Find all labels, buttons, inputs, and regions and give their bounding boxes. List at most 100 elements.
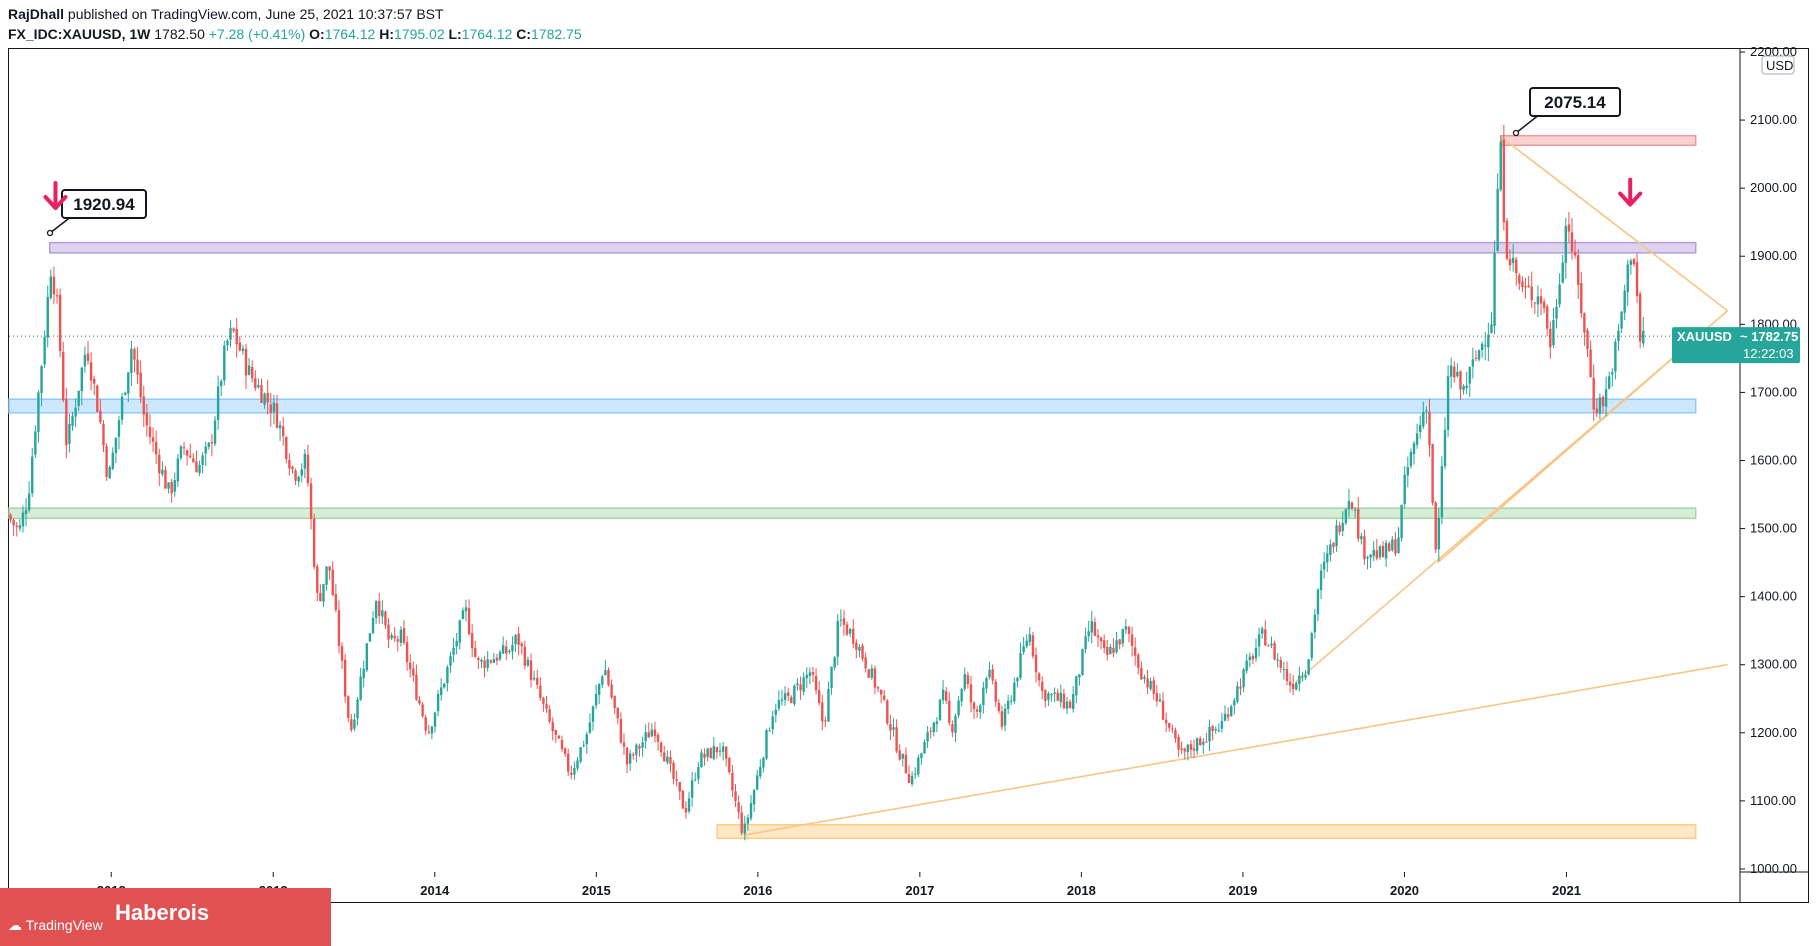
candle-body <box>182 447 186 449</box>
candle-body <box>136 359 139 375</box>
candle <box>731 764 734 797</box>
candle <box>1137 652 1140 675</box>
candle <box>718 742 722 757</box>
candle-body <box>932 722 935 733</box>
candle-body <box>353 719 356 729</box>
candle-body <box>396 639 400 642</box>
candle <box>294 468 297 486</box>
candle-body <box>557 735 561 739</box>
candle <box>901 753 905 767</box>
candle-body <box>216 386 220 421</box>
candle <box>932 721 935 737</box>
candle <box>505 640 508 661</box>
candle-body <box>1350 502 1354 509</box>
candle-body <box>319 592 322 601</box>
candle-body <box>1115 640 1118 653</box>
candle-body <box>1025 640 1028 647</box>
last-price-value: ~ 1782.75 <box>1740 329 1798 344</box>
candle-body <box>526 659 530 666</box>
candle-body <box>1106 647 1109 655</box>
candle <box>266 379 269 415</box>
candle-body <box>99 410 102 423</box>
candle-body <box>179 446 183 459</box>
candle <box>1112 638 1115 658</box>
candle-body <box>647 732 650 738</box>
last-price: 1782.50 <box>154 26 205 42</box>
candle <box>461 607 465 620</box>
candle-body <box>1480 343 1484 351</box>
candle-body <box>796 683 799 686</box>
candle <box>1338 521 1341 536</box>
candle-body <box>1635 262 1639 297</box>
candle-body <box>997 702 1001 712</box>
open-label: O: <box>309 26 325 42</box>
candle <box>1208 719 1211 752</box>
candle-body <box>672 762 675 779</box>
candle-body <box>715 746 719 753</box>
candle-body <box>1332 542 1335 548</box>
candle <box>563 747 567 758</box>
candle-body <box>814 676 818 691</box>
candle-body <box>830 666 833 689</box>
candle <box>1316 588 1320 622</box>
candle-body <box>27 493 31 511</box>
candle <box>238 336 242 352</box>
candle <box>957 696 960 718</box>
candle-body <box>709 748 712 759</box>
ohlc-line: FX_IDC:XAUUSD, 1W 1782.50 +7.28 (+0.41%)… <box>8 26 582 42</box>
candle-body <box>926 732 929 742</box>
candle-body <box>1295 682 1298 690</box>
candle-body <box>1075 676 1078 696</box>
candle <box>954 713 957 743</box>
candle-body <box>517 633 520 645</box>
candle <box>275 394 279 429</box>
candle-body <box>982 687 985 706</box>
candle-body <box>1484 345 1487 347</box>
candle <box>848 627 852 637</box>
candle <box>1607 371 1611 390</box>
author-name[interactable]: RajDhall <box>8 6 65 22</box>
candle <box>1291 674 1295 696</box>
candle <box>470 624 474 658</box>
candle <box>1440 456 1444 525</box>
candle-body <box>31 456 34 494</box>
candle <box>1106 640 1109 661</box>
candle-body <box>1375 550 1379 559</box>
candle <box>948 692 951 726</box>
candle <box>1409 448 1413 469</box>
candle <box>1564 217 1568 279</box>
candle <box>390 632 393 641</box>
candle-body <box>706 748 709 757</box>
candle <box>123 391 127 396</box>
candle <box>1013 677 1016 705</box>
candle <box>554 729 558 744</box>
price-axis[interactable]: 1000.00 1100.00 1200.00 1300.00 1400.00 1500.… <box>1739 44 1809 903</box>
candle <box>328 566 331 580</box>
candle <box>49 269 53 300</box>
candle-body <box>768 730 771 732</box>
candle <box>402 619 406 645</box>
candle <box>523 640 527 670</box>
candle <box>1205 732 1208 743</box>
candle <box>653 721 657 743</box>
candle-body <box>495 657 499 661</box>
candle-body <box>365 643 369 671</box>
candle <box>972 701 976 719</box>
candle-body <box>288 459 291 469</box>
candle <box>58 288 62 358</box>
candle-body <box>412 668 415 676</box>
candle <box>356 697 359 726</box>
candle-body <box>402 628 406 643</box>
down-arrow-icon <box>1618 177 1643 207</box>
zone-blue <box>8 398 1697 414</box>
low-label: L: <box>448 26 462 42</box>
candle <box>1623 284 1626 321</box>
candle <box>926 725 929 749</box>
time-axis[interactable]: 2012201320142015201620172018201920202021 <box>97 872 1581 898</box>
candle <box>368 632 372 642</box>
candle <box>1570 217 1574 260</box>
candle-body <box>1161 700 1165 720</box>
candle-body <box>1202 741 1205 745</box>
candle <box>941 680 945 705</box>
